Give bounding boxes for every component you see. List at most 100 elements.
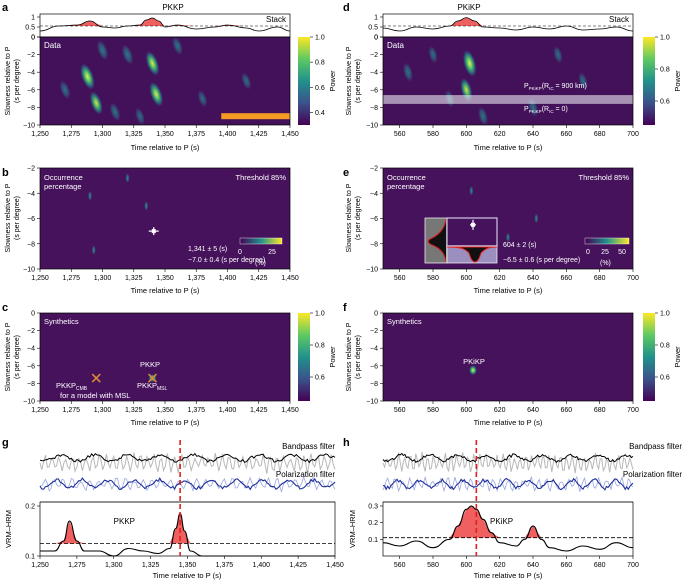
y-tick-label: 0 xyxy=(31,311,35,318)
xlabel-f: Time relative to P (s) xyxy=(474,418,543,427)
y-tick-label: −4 xyxy=(27,70,35,77)
heat-spot xyxy=(109,102,121,122)
vrm-fill xyxy=(40,513,335,544)
stack-frame-d xyxy=(382,13,634,38)
y-tick-label: 0 xyxy=(31,35,35,42)
y-tick-label: −8 xyxy=(370,381,378,388)
x-tick-label: 1,325 xyxy=(125,131,143,138)
x-tick-label: 1,300 xyxy=(94,275,112,282)
x-tick-label: 660 xyxy=(560,562,572,569)
x-tick-label: 1,375 xyxy=(216,562,234,569)
x-tick-label: 640 xyxy=(527,131,539,138)
x-tick-label: 640 xyxy=(527,562,539,569)
occurrence-spot xyxy=(506,232,510,243)
xlabel-g: Time relative to P (s) xyxy=(153,571,222,580)
ylabel-g: VRM–HRM xyxy=(4,510,13,548)
phase-label-g: PKKP xyxy=(114,517,135,526)
y-tick-label: 1 xyxy=(31,15,35,22)
occurrence-title-b: Occurrence xyxy=(44,173,83,182)
threshold-e: Threshold 85% xyxy=(579,173,630,182)
x-tick-label: 1,450 xyxy=(281,275,299,282)
colorbar-tick-label: 0.8 xyxy=(660,343,670,350)
heat-spot xyxy=(89,91,103,115)
stack-line xyxy=(382,17,634,32)
y-tick-label: −10 xyxy=(23,399,35,406)
y-tick-label: 1 xyxy=(374,15,378,22)
threshold-b: Threshold 85% xyxy=(236,173,287,182)
heat-spot xyxy=(477,106,489,126)
colorbar-label-f: Power xyxy=(673,346,682,368)
colorbar-tick-label: 1.0 xyxy=(315,35,325,42)
colorbar-d xyxy=(643,37,655,125)
heat-spot xyxy=(402,62,414,82)
x-tick-label: 640 xyxy=(527,275,539,282)
cross-marker xyxy=(147,373,158,383)
panel-label-c: c xyxy=(2,302,8,314)
occurrence-spot xyxy=(534,213,539,224)
y-tick-label: −2 xyxy=(370,328,378,335)
heatmap-a xyxy=(40,37,290,125)
x-tick-label: 660 xyxy=(560,131,572,138)
heatmap-c xyxy=(40,313,290,401)
x-tick-label: 700 xyxy=(627,407,639,414)
panel-a: Stack PKKP 0 0.5 1 Data 1,250 1,275 1,300 1,3… xyxy=(5,3,337,152)
slow-note-e: −6.5 ± 0.6 (s per degree) xyxy=(503,257,580,264)
colorbar-tick-label: 0.8 xyxy=(660,67,670,74)
x-tick-label: 1,325 xyxy=(142,562,160,569)
frame-g xyxy=(39,501,336,557)
x-tick-label: 580 xyxy=(427,275,439,282)
pkkp-cmb-label-c: PKKPCMB xyxy=(56,381,88,392)
ylabel-d: Slowness relative to P xyxy=(346,46,353,115)
annot2-d: PPKiKP(RIC = 0) xyxy=(524,106,568,114)
colorbar-tick-label: 1.0 xyxy=(660,311,670,318)
x-tick-label: 1,425 xyxy=(289,562,307,569)
x-tick-label: 1,275 xyxy=(62,407,80,414)
phase-title-d: PKiKP xyxy=(457,3,480,12)
heat-spot xyxy=(197,89,208,108)
pkikp-label-f: PKiKP xyxy=(463,357,485,366)
x-tick-label: 680 xyxy=(594,407,606,414)
colorbar-tick-label: 25 xyxy=(601,249,609,256)
colorbar-tick-label: 0.6 xyxy=(315,375,325,382)
phase-title-a: PKKP xyxy=(162,3,183,12)
x-tick-label: 560 xyxy=(394,131,406,138)
annot1-d: PPKiKP(RIC = 900 km) xyxy=(524,83,587,91)
y-tick-label: −8 xyxy=(27,241,35,248)
ylabel-a: Slowness relative to P xyxy=(5,46,12,115)
y-tick-label: −10 xyxy=(366,123,378,130)
polarization-trace xyxy=(383,477,634,491)
y-tick-label: −8 xyxy=(27,381,35,388)
x-tick-label: 1,275 xyxy=(68,562,86,569)
x-tick-label: 700 xyxy=(627,562,639,569)
stack-line xyxy=(39,17,291,32)
y-tick-label: −10 xyxy=(23,267,35,274)
ylabel2-f: (s per degree) xyxy=(355,335,362,379)
vrm-line xyxy=(382,505,634,552)
heat-spot xyxy=(96,39,109,61)
ylabel-f: Slowness relative to P xyxy=(346,322,353,391)
y-tick-label: −4 xyxy=(370,70,378,77)
x-tick-label: 580 xyxy=(427,562,439,569)
bandpass-label-g: Bandpass filter xyxy=(282,442,335,451)
y-tick-label: −2 xyxy=(370,52,378,59)
x-tick-label: 600 xyxy=(460,407,472,414)
heat-spot xyxy=(80,63,95,90)
y-tick-label: −6 xyxy=(370,216,378,223)
x-tick-label: 1,350 xyxy=(156,275,174,282)
x-tick-label: 1,350 xyxy=(156,131,174,138)
colorbar-tick-label: 0.6 xyxy=(315,85,325,92)
heat-spot xyxy=(578,72,588,90)
phase-label-h: PKiKP xyxy=(490,517,513,526)
unit-b: (%) xyxy=(255,260,266,267)
x-tick-label: 580 xyxy=(427,407,439,414)
heatmap-d xyxy=(383,37,633,125)
y-tick-label: 0.5 xyxy=(25,25,35,32)
plot-frame xyxy=(382,312,634,402)
y-tick-label: 0.1 xyxy=(368,537,378,544)
band-d xyxy=(383,95,633,104)
x-tick-label: 1,250 xyxy=(31,131,49,138)
polarization-label-g: Polarization filter xyxy=(276,470,335,479)
heat-spot xyxy=(145,50,160,76)
x-tick-label: 600 xyxy=(460,131,472,138)
